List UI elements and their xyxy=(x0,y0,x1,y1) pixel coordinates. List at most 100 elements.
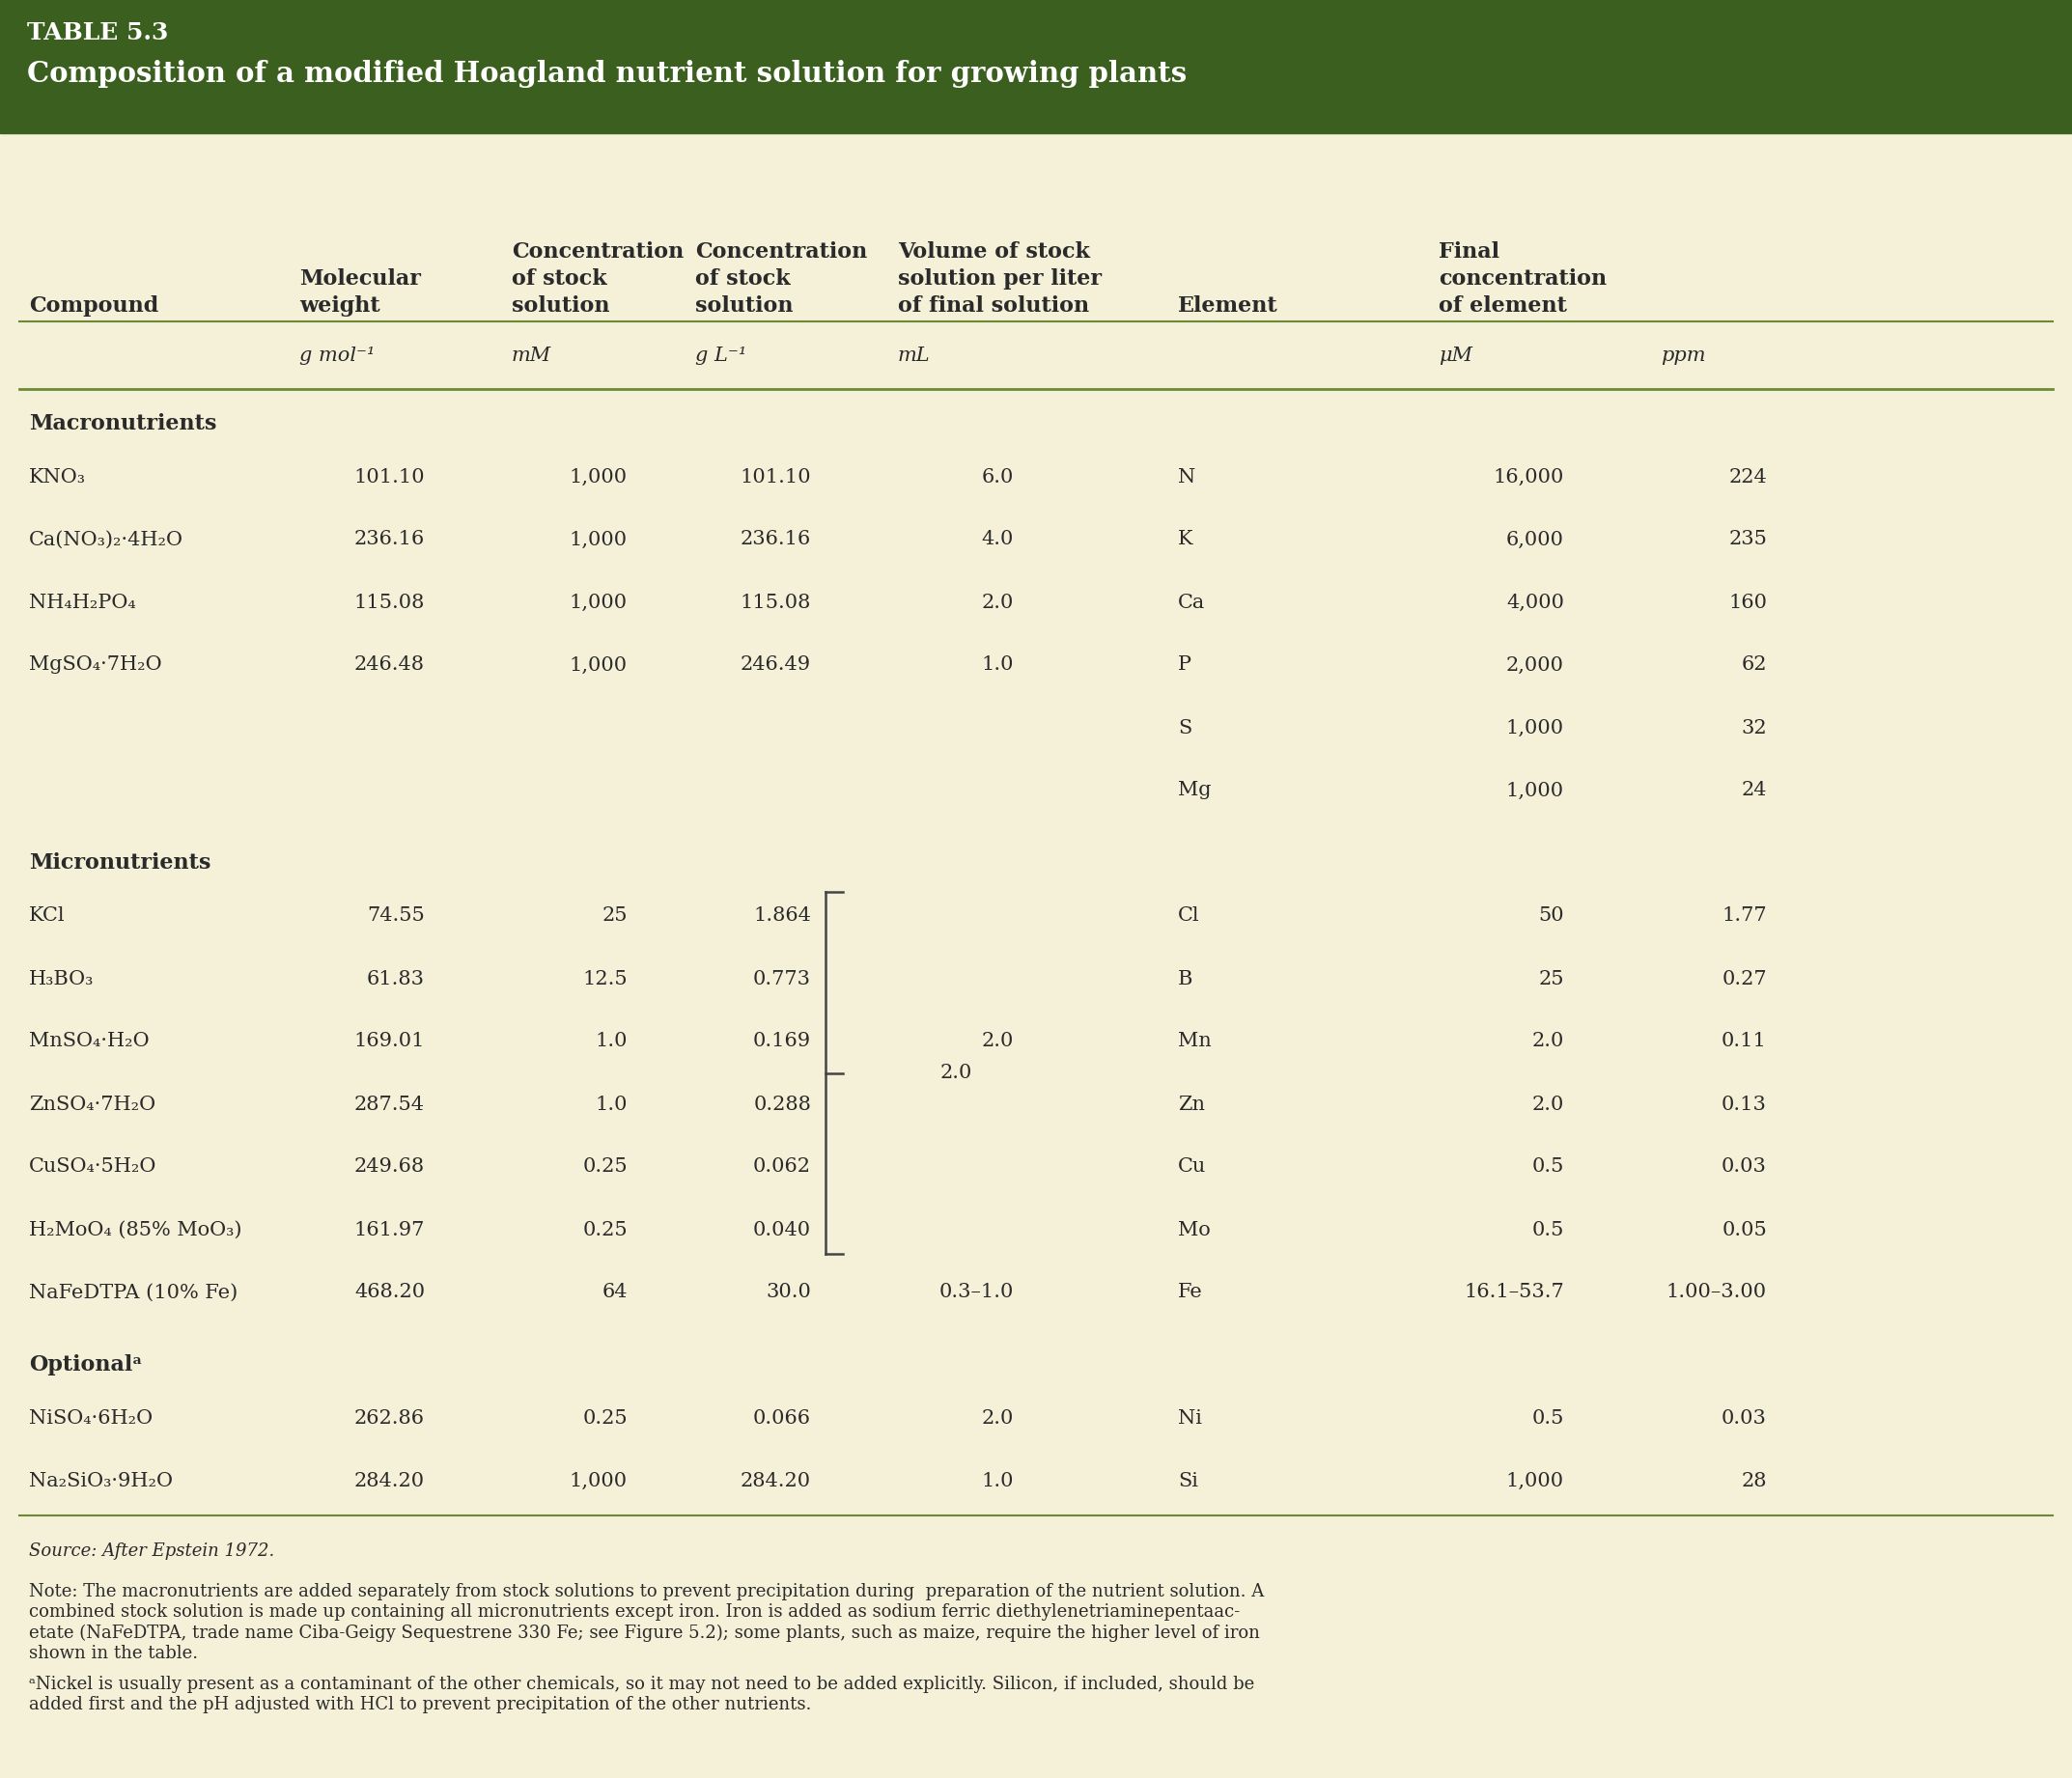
Text: 1.0: 1.0 xyxy=(595,1033,628,1051)
Text: 2.0: 2.0 xyxy=(1531,1095,1564,1113)
Text: 25: 25 xyxy=(1539,969,1564,989)
Text: NiSO₄·6H₂O: NiSO₄·6H₂O xyxy=(29,1408,153,1428)
Text: 287.54: 287.54 xyxy=(354,1095,425,1113)
Text: ppm: ppm xyxy=(1660,347,1705,364)
Text: MgSO₄·7H₂O: MgSO₄·7H₂O xyxy=(29,656,162,674)
Text: 1.0: 1.0 xyxy=(982,656,1013,674)
Text: g mol⁻¹: g mol⁻¹ xyxy=(298,347,375,364)
Text: Optionalᵃ: Optionalᵃ xyxy=(29,1355,143,1374)
Text: Macronutrients: Macronutrients xyxy=(29,412,218,434)
Text: ᵃNickel is usually present as a contaminant of the other chemicals, so it may no: ᵃNickel is usually present as a contamin… xyxy=(29,1675,1254,1693)
Text: μM: μM xyxy=(1438,347,1473,364)
Text: 284.20: 284.20 xyxy=(740,1472,810,1490)
Text: 1,000: 1,000 xyxy=(1506,781,1564,800)
Text: KNO₃: KNO₃ xyxy=(29,468,85,485)
Text: Molecular
weight: Molecular weight xyxy=(298,268,421,316)
Text: 235: 235 xyxy=(1728,530,1767,549)
Text: 64: 64 xyxy=(603,1284,628,1301)
Text: 30.0: 30.0 xyxy=(767,1284,810,1301)
Text: mL: mL xyxy=(897,347,930,364)
Text: Mo: Mo xyxy=(1177,1220,1210,1239)
Text: Micronutrients: Micronutrients xyxy=(29,852,211,873)
Text: S: S xyxy=(1177,718,1191,736)
Text: Zn: Zn xyxy=(1177,1095,1206,1113)
Text: Na₂SiO₃·9H₂O: Na₂SiO₃·9H₂O xyxy=(29,1472,172,1490)
Text: 1,000: 1,000 xyxy=(1506,718,1564,736)
Text: 16.1–53.7: 16.1–53.7 xyxy=(1465,1284,1564,1301)
Text: 246.49: 246.49 xyxy=(740,656,810,674)
Text: 0.25: 0.25 xyxy=(582,1220,628,1239)
Text: 6,000: 6,000 xyxy=(1506,530,1564,549)
Text: 1,000: 1,000 xyxy=(570,1472,628,1490)
Text: H₃BO₃: H₃BO₃ xyxy=(29,969,93,989)
Text: 0.062: 0.062 xyxy=(752,1157,810,1177)
Text: Mg: Mg xyxy=(1177,781,1212,800)
Text: 4.0: 4.0 xyxy=(982,530,1013,549)
Text: MnSO₄·H₂O: MnSO₄·H₂O xyxy=(29,1033,149,1051)
Text: NaFeDTPA (10% Fe): NaFeDTPA (10% Fe) xyxy=(29,1284,238,1301)
Text: 0.5: 0.5 xyxy=(1531,1408,1564,1428)
Text: Concentration
of stock
solution: Concentration of stock solution xyxy=(696,242,868,316)
Text: K: K xyxy=(1177,530,1193,549)
Text: combined stock solution is made up containing all micronutrients except iron. Ir: combined stock solution is made up conta… xyxy=(29,1604,1239,1622)
Text: 1.00–3.00: 1.00–3.00 xyxy=(1666,1284,1767,1301)
Text: 1.77: 1.77 xyxy=(1722,907,1767,925)
Text: 1,000: 1,000 xyxy=(570,656,628,674)
Text: 2.0: 2.0 xyxy=(982,594,1013,612)
Text: added first and the pH adjusted with HCl to prevent precipitation of the other n: added first and the pH adjusted with HCl… xyxy=(29,1696,812,1714)
Text: 0.05: 0.05 xyxy=(1722,1220,1767,1239)
Text: 0.066: 0.066 xyxy=(752,1408,810,1428)
Text: 25: 25 xyxy=(603,907,628,925)
Text: 2.0: 2.0 xyxy=(982,1408,1013,1428)
Text: Compound: Compound xyxy=(29,295,160,316)
Text: 2.0: 2.0 xyxy=(982,1033,1013,1051)
Text: KCl: KCl xyxy=(29,907,66,925)
Text: 0.3–1.0: 0.3–1.0 xyxy=(939,1284,1013,1301)
Text: g L⁻¹: g L⁻¹ xyxy=(696,347,746,364)
Text: 101.10: 101.10 xyxy=(740,468,810,485)
Text: 0.11: 0.11 xyxy=(1722,1033,1767,1051)
Text: 1,000: 1,000 xyxy=(570,468,628,485)
Text: 0.13: 0.13 xyxy=(1722,1095,1767,1113)
Bar xyxy=(0,0,2072,133)
Text: 0.03: 0.03 xyxy=(1722,1157,1767,1177)
Text: Ca(NO₃)₂·4H₂O: Ca(NO₃)₂·4H₂O xyxy=(29,530,184,549)
Text: Element: Element xyxy=(1177,295,1278,316)
Text: etate (NaFeDTPA, trade name Ciba-Geigy Sequestrene 330 Fe; see Figure 5.2); some: etate (NaFeDTPA, trade name Ciba-Geigy S… xyxy=(29,1623,1260,1641)
Text: 32: 32 xyxy=(1740,718,1767,736)
Text: P: P xyxy=(1177,656,1191,674)
Text: Fe: Fe xyxy=(1177,1284,1202,1301)
Text: 236.16: 236.16 xyxy=(354,530,425,549)
Text: CuSO₄·5H₂O: CuSO₄·5H₂O xyxy=(29,1157,157,1177)
Text: 0.773: 0.773 xyxy=(752,969,810,989)
Text: Final
concentration
of element: Final concentration of element xyxy=(1438,242,1606,316)
Text: 0.03: 0.03 xyxy=(1722,1408,1767,1428)
Text: Si: Si xyxy=(1177,1472,1198,1490)
Text: 12.5: 12.5 xyxy=(582,969,628,989)
Text: 249.68: 249.68 xyxy=(354,1157,425,1177)
Text: 1.0: 1.0 xyxy=(595,1095,628,1113)
Text: Cl: Cl xyxy=(1177,907,1200,925)
Text: shown in the table.: shown in the table. xyxy=(29,1645,199,1662)
Text: 246.48: 246.48 xyxy=(354,656,425,674)
Text: 6.0: 6.0 xyxy=(982,468,1013,485)
Text: 468.20: 468.20 xyxy=(354,1284,425,1301)
Text: N: N xyxy=(1177,468,1196,485)
Text: NH₄H₂PO₄: NH₄H₂PO₄ xyxy=(29,594,137,612)
Text: Concentration
of stock
solution: Concentration of stock solution xyxy=(512,242,684,316)
Text: 161.97: 161.97 xyxy=(354,1220,425,1239)
Text: 24: 24 xyxy=(1740,781,1767,800)
Text: 0.5: 0.5 xyxy=(1531,1220,1564,1239)
Text: 0.5: 0.5 xyxy=(1531,1157,1564,1177)
Text: B: B xyxy=(1177,969,1193,989)
Text: 0.25: 0.25 xyxy=(582,1408,628,1428)
Text: 61.83: 61.83 xyxy=(367,969,425,989)
Text: 1,000: 1,000 xyxy=(570,530,628,549)
Text: 2,000: 2,000 xyxy=(1506,656,1564,674)
Text: Ca: Ca xyxy=(1177,594,1206,612)
Text: mM: mM xyxy=(512,347,551,364)
Text: 160: 160 xyxy=(1728,594,1767,612)
Text: 0.25: 0.25 xyxy=(582,1157,628,1177)
Text: 1.0: 1.0 xyxy=(982,1472,1013,1490)
Text: 169.01: 169.01 xyxy=(354,1033,425,1051)
